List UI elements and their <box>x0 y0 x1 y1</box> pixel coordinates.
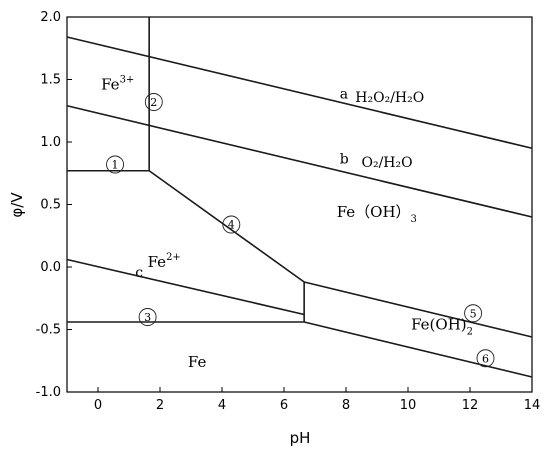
y-tick-label: -0.5 <box>36 323 61 338</box>
region-label-fe2: Fe2+ <box>148 252 181 271</box>
x-axis-title: pH <box>290 429 311 447</box>
region-label-fe: Fe <box>188 353 207 371</box>
marker-circle <box>144 93 163 111</box>
marker-circle <box>106 155 125 174</box>
x-tick-label: 4 <box>218 398 226 413</box>
x-tick-label: 12 <box>462 398 479 413</box>
couple-label-h2o2: H₂O₂/H₂O <box>355 90 424 106</box>
marker-number: 6 <box>482 352 489 365</box>
marker-2: 2 <box>144 93 163 111</box>
boundary-line <box>303 281 533 338</box>
y-tick-label: 2.0 <box>40 10 61 25</box>
y-axis-title: φ/V <box>8 192 26 218</box>
marker-number: 5 <box>470 307 477 320</box>
marker-6: 6 <box>476 349 495 368</box>
x-tick-label: 10 <box>400 398 417 413</box>
x-tick-label: 6 <box>280 398 288 413</box>
boundary-line <box>148 170 305 283</box>
y-tick-label: 0.0 <box>40 260 61 275</box>
marker-circle <box>464 304 483 323</box>
marker-3: 3 <box>138 308 157 326</box>
annotation-labels: a b c H₂O₂/H₂O O₂/H₂O Fe3+ Fe2+ Fe（OH）3 Fe(OH)2 F… <box>101 75 495 371</box>
x-tick-label: 14 <box>524 398 541 413</box>
couple-label-o2: O₂/H₂O <box>362 155 413 171</box>
marker-number: 3 <box>144 311 151 324</box>
x-tick-label: 0 <box>94 398 102 413</box>
marker-number: 1 <box>112 159 119 172</box>
line-a <box>66 36 533 150</box>
x-tick-label: 8 <box>342 398 350 413</box>
x-axis-ticks: 0 2 4 6 8 10 12 14 <box>94 387 540 413</box>
marker-circle <box>138 308 157 326</box>
y-tick-label: -1.0 <box>36 385 61 400</box>
region-label-feoh2: Fe(OH)2 <box>411 316 473 338</box>
marker-number: 4 <box>228 219 235 232</box>
line-label-a: a <box>340 86 348 102</box>
x-tick-label: 2 <box>156 398 164 413</box>
marker-number: 2 <box>150 96 157 109</box>
y-tick-label: 1.0 <box>40 135 61 150</box>
marker-5: 5 <box>464 304 483 323</box>
marker-1: 1 <box>106 155 125 174</box>
line-label-c: c <box>135 265 143 281</box>
boundary-line <box>303 321 533 378</box>
region-label-feoh3: Fe（OH）3 <box>337 203 417 225</box>
marker-circle <box>222 215 241 234</box>
y-tick-label: 1.5 <box>40 73 61 88</box>
marker-4: 4 <box>222 215 241 234</box>
line-b <box>66 104 533 218</box>
line-c <box>66 258 305 316</box>
series-lines <box>66 17 533 378</box>
line-label-b: b <box>340 151 349 167</box>
marker-circle <box>476 349 495 368</box>
y-axis-ticks: -1.0 -0.5 0.0 0.5 1.0 1.5 2.0 <box>36 10 72 400</box>
plot-frame <box>66 16 533 393</box>
y-tick-label: 0.5 <box>40 198 61 213</box>
region-label-fe3: Fe3+ <box>101 75 134 94</box>
